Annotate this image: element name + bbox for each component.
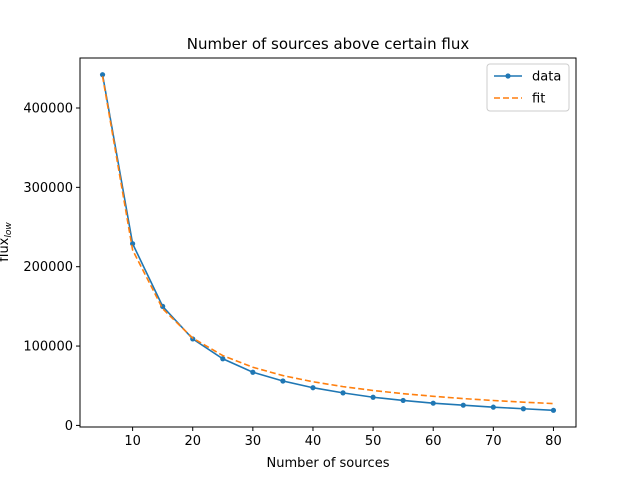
data-point-data-9 — [370, 394, 376, 400]
y-tick-label-400000: 400000 — [23, 101, 73, 116]
x-tick-label-80: 80 — [545, 434, 562, 449]
axes-layer: 10 20 30 40 50 60 70 80 0 100000 200000 300000 40000… — [23, 57, 577, 449]
x-tick-label-30: 30 — [245, 434, 262, 449]
legend: data fit — [486, 63, 570, 112]
data-point-data-4 — [220, 356, 226, 362]
series-line-fit — [101, 76, 554, 405]
legend-label-fit: fit — [532, 92, 545, 107]
x-axis-label: Number of sources — [267, 456, 390, 471]
y-tick-label-0: 0 — [65, 419, 73, 434]
data-point-data-7 — [310, 385, 316, 391]
data-point-data-11 — [430, 400, 436, 406]
data-point-data-12 — [460, 402, 466, 408]
series-layer — [99, 72, 557, 413]
y-tick-label-200000: 200000 — [23, 260, 73, 275]
data-point-data-6 — [280, 378, 286, 384]
data-point-data-8 — [340, 390, 346, 396]
data-point-data-0 — [99, 72, 106, 78]
x-tick-label-70: 70 — [485, 434, 502, 449]
plot-frame — [79, 57, 577, 428]
data-point-data-15 — [550, 407, 557, 413]
series-line-data — [101, 74, 554, 412]
x-tick-label-10: 10 — [124, 434, 141, 449]
y-axis-label: fluxlow — [0, 222, 14, 262]
y-tick-label-100000: 100000 — [23, 340, 73, 355]
x-tick-label-20: 20 — [184, 434, 201, 449]
data-point-data-5 — [250, 369, 256, 375]
data-point-data-13 — [490, 404, 496, 410]
x-tick-label-50: 50 — [365, 434, 382, 449]
chart-title: Number of sources above certain flux — [187, 35, 470, 53]
legend-label-data: data — [532, 70, 561, 85]
y-tick-label-300000: 300000 — [23, 181, 73, 196]
data-point-data-14 — [520, 406, 526, 412]
x-tick-label-40: 40 — [305, 434, 322, 449]
data-point-data-10 — [400, 397, 406, 404]
legend-marker-data — [505, 73, 511, 79]
x-tick-label-60: 60 — [425, 434, 442, 449]
